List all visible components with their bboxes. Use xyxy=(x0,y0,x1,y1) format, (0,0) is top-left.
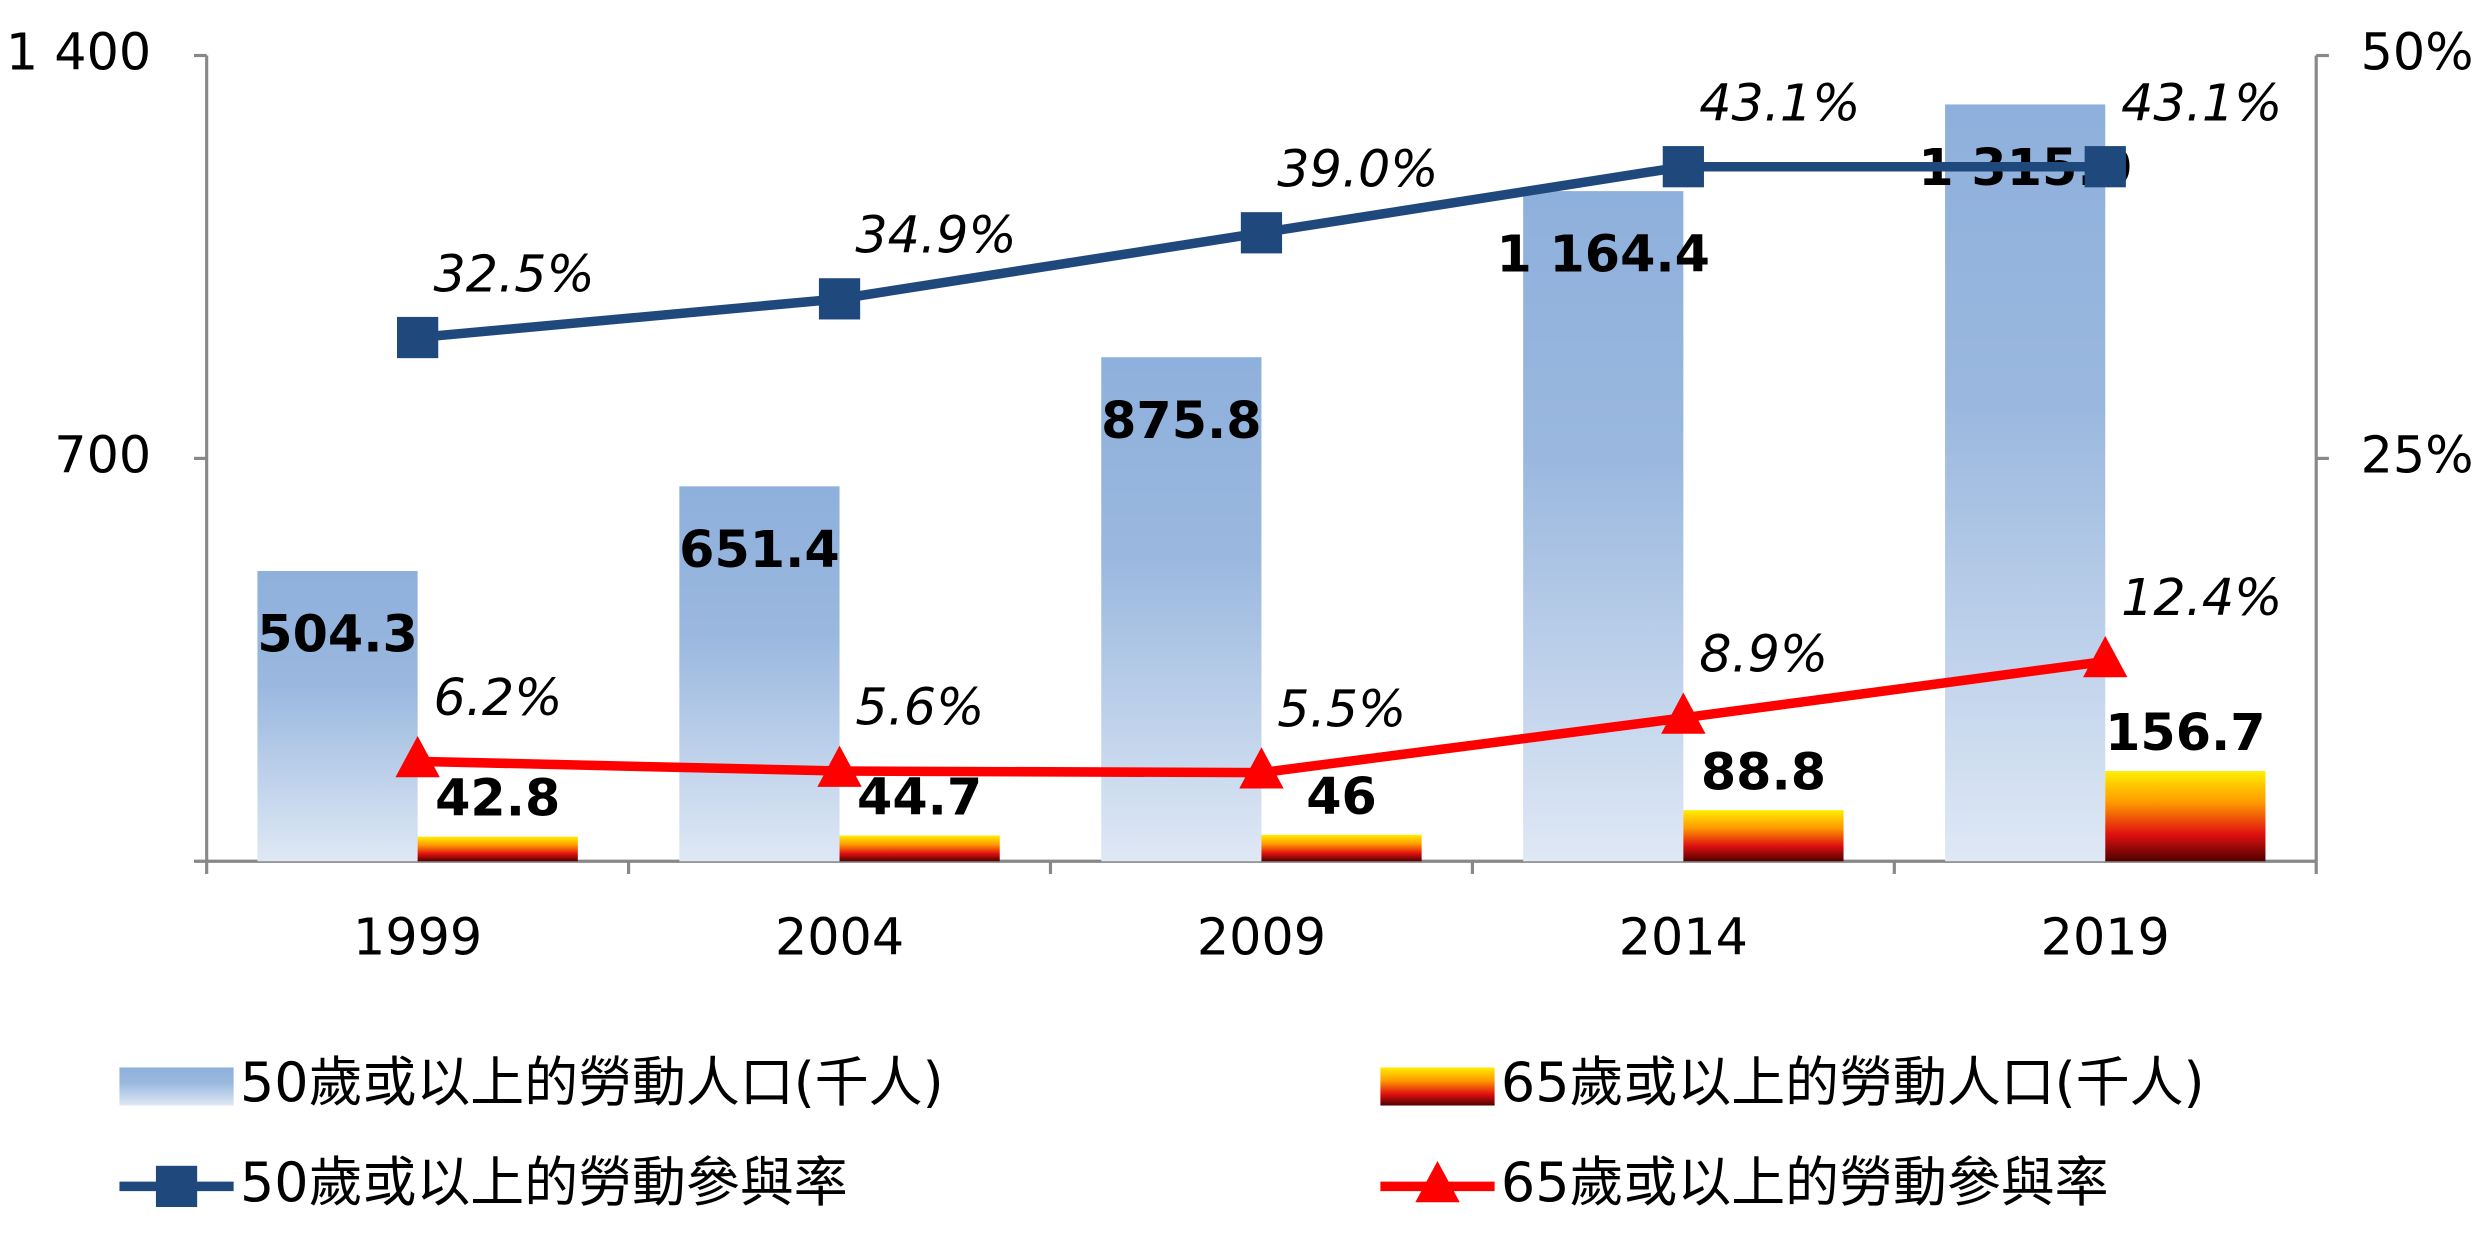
x-tick-label: 2004 xyxy=(775,908,904,967)
bar-value-label: 46 xyxy=(1306,767,1377,826)
y2-tick-label: 25% xyxy=(2361,425,2474,484)
bar-value-label: 88.8 xyxy=(1701,742,1826,801)
x-tick-label: 2014 xyxy=(1619,908,1748,967)
bar-value-label: 504.3 xyxy=(257,605,418,664)
marker xyxy=(1662,146,1704,188)
bar xyxy=(417,836,578,862)
line-value-label: 5.5% xyxy=(1277,679,1406,738)
bar xyxy=(257,571,418,862)
line-value-label: 34.9% xyxy=(855,206,1016,265)
y-tick-label: 1 400 xyxy=(6,23,151,82)
bar-value-label: 1 164.4 xyxy=(1496,225,1710,284)
line-value-label: 5.6% xyxy=(855,678,984,737)
legend-marker xyxy=(155,1165,198,1208)
line-value-label: 6.2% xyxy=(433,668,562,727)
line-value-label: 32.5% xyxy=(433,244,594,303)
bar xyxy=(839,835,1000,862)
legend-label: 65歲或以上的勞動參與率 xyxy=(1501,1151,2109,1214)
line-value-label: 39.0% xyxy=(1277,140,1438,199)
line-value-label: 43.1% xyxy=(1699,73,1860,132)
marker xyxy=(817,745,862,787)
bar xyxy=(679,486,840,862)
bar-value-label: 156.7 xyxy=(2105,703,2266,762)
y2-tick-label: 50% xyxy=(2361,23,2474,82)
line-value-label: 43.1% xyxy=(2121,73,2282,132)
bar xyxy=(2105,771,2266,862)
bar-value-label: 875.8 xyxy=(1101,391,1262,450)
bar-value-label: 42.8 xyxy=(435,769,560,828)
marker xyxy=(397,316,439,359)
x-tick-label: 2009 xyxy=(1197,908,1326,967)
x-tick-label: 2019 xyxy=(2041,908,2170,967)
marker xyxy=(1661,692,1706,734)
bar xyxy=(1261,834,1422,862)
legend-swatch xyxy=(119,1067,234,1106)
bar-value-label: 44.7 xyxy=(857,768,982,827)
legend-label: 65歲或以上的勞動人口(千人) xyxy=(1501,1051,2205,1114)
legend-swatch xyxy=(1380,1067,1495,1106)
bar xyxy=(1523,191,1684,862)
marker xyxy=(1239,747,1284,789)
line-value-label: 8.9% xyxy=(1699,625,1828,684)
y-tick-label: 700 xyxy=(54,425,151,484)
legend-label: 50歲或以上的勞動參與率 xyxy=(240,1151,848,1214)
legend-label: 50歲或以上的勞動人口(千人) xyxy=(240,1051,944,1114)
x-tick-label: 1999 xyxy=(353,908,482,967)
line-value-label: 12.4% xyxy=(2121,568,2282,627)
marker xyxy=(2084,146,2126,188)
bar-value-label: 651.4 xyxy=(679,520,840,579)
marker xyxy=(1240,212,1283,254)
legend-marker xyxy=(1415,1161,1460,1203)
marker xyxy=(2083,636,2128,678)
marker xyxy=(395,735,440,778)
marker xyxy=(818,278,861,320)
bar xyxy=(1945,104,2106,862)
bar xyxy=(1683,810,1844,862)
